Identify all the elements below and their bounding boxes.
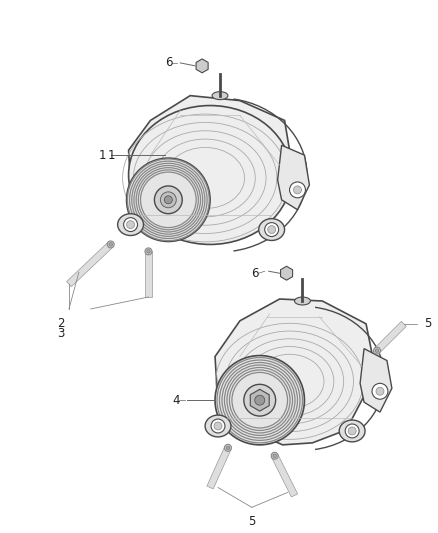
Ellipse shape	[118, 214, 144, 236]
Text: 3: 3	[57, 327, 65, 340]
Polygon shape	[129, 95, 290, 243]
Circle shape	[215, 356, 304, 445]
Circle shape	[244, 384, 276, 416]
Ellipse shape	[224, 445, 231, 451]
Polygon shape	[278, 145, 309, 209]
Circle shape	[211, 419, 225, 433]
Circle shape	[293, 186, 301, 194]
Circle shape	[273, 454, 276, 457]
Circle shape	[265, 223, 279, 237]
Circle shape	[268, 225, 276, 233]
Circle shape	[348, 427, 356, 435]
Circle shape	[109, 243, 113, 246]
Polygon shape	[145, 252, 152, 297]
Circle shape	[155, 186, 182, 214]
Circle shape	[214, 422, 222, 430]
Circle shape	[290, 182, 305, 198]
Circle shape	[376, 387, 384, 395]
Polygon shape	[67, 242, 113, 287]
Ellipse shape	[339, 420, 365, 442]
Ellipse shape	[129, 106, 292, 245]
Polygon shape	[272, 454, 298, 497]
Circle shape	[160, 192, 176, 208]
Ellipse shape	[212, 92, 228, 100]
Ellipse shape	[205, 415, 231, 437]
Ellipse shape	[294, 297, 311, 305]
Text: 5: 5	[248, 515, 255, 528]
Text: 2: 2	[57, 317, 65, 330]
Ellipse shape	[107, 241, 114, 248]
Text: 1: 1	[108, 149, 116, 161]
Text: 4: 4	[173, 394, 180, 407]
Circle shape	[127, 221, 134, 229]
Polygon shape	[360, 349, 392, 412]
Polygon shape	[207, 447, 231, 489]
Circle shape	[147, 249, 150, 253]
Text: 5: 5	[424, 317, 431, 330]
Ellipse shape	[271, 453, 278, 459]
Text: 6: 6	[165, 56, 172, 69]
Circle shape	[226, 446, 230, 449]
Circle shape	[164, 196, 172, 204]
Circle shape	[372, 383, 388, 399]
Ellipse shape	[259, 219, 285, 240]
Circle shape	[124, 217, 138, 231]
Circle shape	[255, 395, 265, 405]
Polygon shape	[215, 299, 372, 445]
Circle shape	[127, 158, 210, 241]
Polygon shape	[374, 321, 406, 353]
Ellipse shape	[145, 248, 152, 255]
Text: 1: 1	[98, 149, 106, 161]
Ellipse shape	[374, 347, 381, 354]
Text: 6: 6	[251, 266, 259, 280]
Circle shape	[375, 349, 379, 352]
Circle shape	[345, 424, 359, 438]
